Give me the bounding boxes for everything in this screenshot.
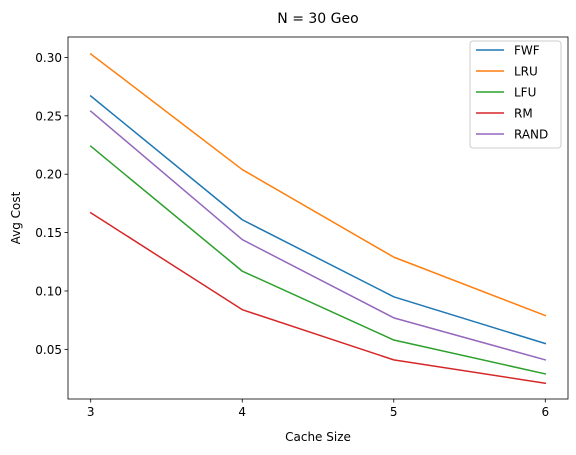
legend-label-rand: RAND [514, 128, 548, 142]
legend-label-rm: RM [514, 107, 533, 121]
y-tick-label: 0.05 [35, 343, 62, 357]
legend: FWF LRU LFU RM RAND [469, 40, 562, 149]
x-axis-label: Cache Size [285, 430, 351, 444]
y-tick-label: 0.30 [35, 51, 62, 65]
legend-box [469, 40, 562, 149]
x-tick-label: 5 [390, 405, 398, 419]
x-tick-label: 6 [541, 405, 549, 419]
y-axis-ticks: 0.05 0.10 0.15 0.20 0.25 0.30 [35, 51, 68, 357]
y-axis-label: Avg Cost [9, 191, 23, 244]
series-line-rand [89, 110, 547, 361]
legend-label-lfu: LFU [514, 86, 536, 100]
plot-lines [89, 52, 547, 385]
x-tick-label: 3 [87, 405, 95, 419]
x-tick-label: 4 [238, 405, 246, 419]
chart-title: N = 30 Geo [277, 11, 358, 27]
series-line-rm [89, 211, 547, 385]
series-line-fwf [89, 94, 547, 345]
series-line-lfu [89, 145, 547, 375]
y-tick-label: 0.25 [35, 109, 62, 123]
y-tick-label: 0.15 [35, 226, 62, 240]
legend-label-fwf: FWF [514, 44, 540, 58]
series-line-lru [89, 52, 547, 317]
y-tick-label: 0.10 [35, 284, 62, 298]
legend-label-lru: LRU [514, 65, 538, 79]
plot-frame [67, 36, 569, 400]
x-axis-ticks: 3 4 5 6 [87, 399, 549, 419]
y-tick-label: 0.20 [35, 168, 62, 182]
